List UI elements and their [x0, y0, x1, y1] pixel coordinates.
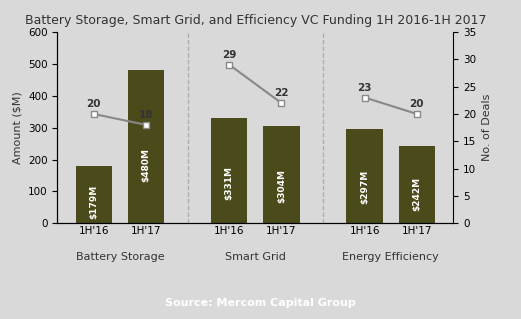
- Text: 29: 29: [222, 50, 237, 60]
- Title: Battery Storage, Smart Grid, and Efficiency VC Funding 1H 2016-1H 2017: Battery Storage, Smart Grid, and Efficie…: [24, 14, 486, 26]
- Y-axis label: Amount ($M): Amount ($M): [13, 91, 22, 164]
- Text: $179M: $179M: [89, 184, 98, 219]
- Text: $304M: $304M: [277, 169, 286, 204]
- Text: $331M: $331M: [225, 166, 234, 200]
- Bar: [211, 118, 247, 223]
- Text: $242M: $242M: [412, 177, 421, 211]
- Bar: [76, 166, 112, 223]
- Text: $480M: $480M: [141, 148, 151, 182]
- Text: 20: 20: [86, 99, 101, 109]
- Text: 23: 23: [357, 83, 372, 93]
- Bar: [399, 146, 435, 223]
- Text: Energy Efficiency: Energy Efficiency: [342, 252, 439, 262]
- Text: $297M: $297M: [360, 170, 369, 204]
- Bar: [263, 126, 300, 223]
- Bar: [346, 129, 383, 223]
- Text: 22: 22: [274, 88, 289, 98]
- Bar: [128, 70, 164, 223]
- Text: Battery Storage: Battery Storage: [76, 252, 164, 262]
- Text: Source: Mercom Capital Group: Source: Mercom Capital Group: [165, 298, 356, 308]
- Text: 18: 18: [139, 110, 153, 120]
- Text: Smart Grid: Smart Grid: [225, 252, 286, 262]
- Y-axis label: No. of Deals: No. of Deals: [482, 94, 492, 161]
- Text: 20: 20: [410, 99, 424, 109]
